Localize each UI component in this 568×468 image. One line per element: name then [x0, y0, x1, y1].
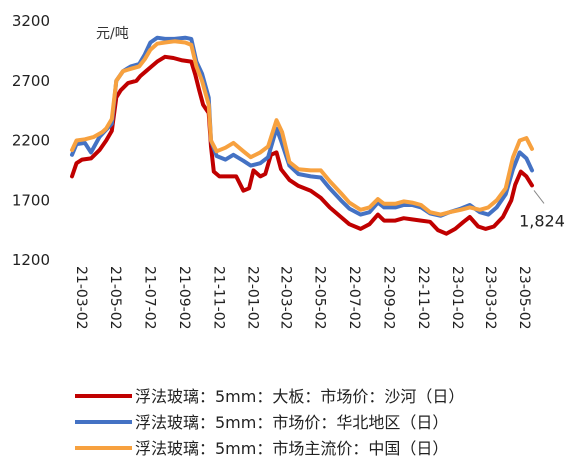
x-tick-label: 22-05-02	[312, 266, 328, 330]
x-tick-label: 23-05-02	[516, 266, 532, 330]
x-tick-label: 22-07-02	[346, 266, 362, 330]
x-tick-label: 23-03-02	[482, 266, 498, 330]
x-tick-label: 21-05-02	[107, 266, 123, 330]
x-tick-label: 21-03-02	[73, 266, 89, 330]
x-tick-label: 22-03-02	[278, 266, 294, 330]
y-tick-label: 1700	[12, 191, 50, 209]
annotation-leader	[533, 190, 545, 204]
x-tick-label: 22-09-02	[381, 266, 397, 330]
annotation-label: 1,824	[519, 211, 565, 230]
x-tick-label: 21-07-02	[141, 266, 157, 330]
series-line-1	[70, 54, 534, 236]
x-tick-label: 22-11-02	[415, 266, 431, 330]
y-tick-label: 2700	[12, 72, 50, 90]
x-tick-label: 21-11-02	[210, 266, 226, 330]
legend-label-3: 浮法玻璃：5mm：市场主流价：中国（日）	[135, 439, 448, 458]
x-tick-label: 22-01-02	[244, 266, 260, 330]
y-tick-label: 2200	[12, 132, 50, 150]
y-unit-label: 元/吨	[96, 26, 129, 42]
legend-label-2: 浮法玻璃：5mm：市场价：华北地区（日）	[135, 413, 448, 432]
y-tick-label: 1200	[12, 251, 50, 269]
y-tick-label: 3200	[12, 12, 50, 30]
x-tick-label: 23-01-02	[449, 266, 465, 330]
series-line-3	[70, 39, 534, 217]
legend-label-1: 浮法玻璃：5mm：大板：市场价：沙河（日）	[135, 387, 464, 406]
x-tick-label: 21-09-02	[176, 266, 192, 330]
